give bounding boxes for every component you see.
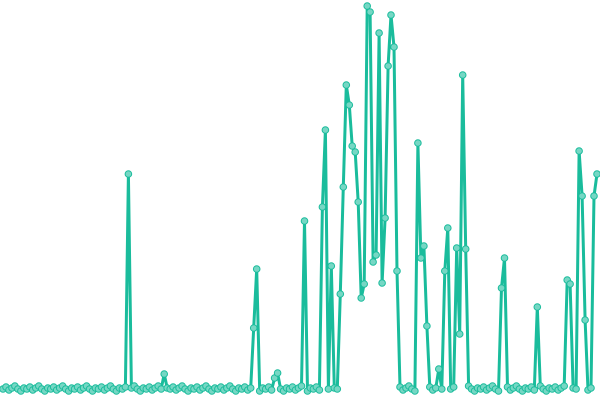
data-point-125	[372, 251, 380, 259]
data-point-179	[533, 303, 542, 311]
data-point-178	[530, 386, 539, 394]
data-point-119	[354, 198, 363, 206]
data-point-108	[321, 126, 330, 134]
data-point-84	[249, 324, 258, 332]
data-point-151	[449, 383, 458, 391]
data-point-152	[452, 244, 461, 252]
data-point-168	[500, 254, 509, 262]
data-point-113	[336, 290, 345, 298]
data-point-85	[252, 265, 261, 273]
data-point-195	[581, 316, 589, 324]
data-point-116	[345, 101, 354, 109]
data-point-114	[339, 183, 348, 191]
data-point-54	[160, 370, 168, 378]
data-point-139	[414, 139, 422, 147]
data-point-131	[390, 43, 398, 51]
data-point-155	[461, 245, 470, 253]
data-point-115	[342, 81, 351, 89]
data-point-92	[273, 369, 282, 377]
data-point-101	[300, 217, 309, 225]
data-point-194	[578, 192, 586, 200]
data-point-148	[441, 267, 449, 275]
data-point-198	[590, 192, 598, 200]
data-point-153	[455, 330, 464, 338]
data-point-141	[420, 242, 428, 250]
data-point-118	[351, 148, 360, 156]
series-line-layer	[2, 4, 599, 393]
data-point-147	[438, 385, 446, 393]
data-point-190	[566, 280, 574, 288]
data-point-140	[417, 254, 425, 262]
data-point-167	[497, 284, 506, 292]
data-point-123	[366, 8, 374, 16]
data-point-124	[369, 258, 377, 266]
data-point-130	[387, 11, 395, 19]
data-point-142	[423, 322, 431, 330]
data-point-132	[393, 267, 401, 275]
data-point-100	[297, 382, 306, 390]
data-point-53	[157, 385, 165, 393]
data-point-193	[575, 147, 583, 155]
data-point-127	[378, 279, 386, 287]
data-point-188	[560, 382, 569, 390]
data-point-199	[593, 170, 600, 178]
data-point-154	[458, 71, 467, 79]
data-point-122	[363, 2, 372, 10]
data-point-106	[315, 386, 324, 394]
data-point-112	[333, 385, 342, 393]
data-point-138	[411, 387, 419, 395]
data-point-166	[494, 387, 503, 395]
data-point-90	[267, 386, 276, 394]
data-point-41	[121, 383, 130, 391]
data-point-121	[360, 280, 369, 288]
data-point-192	[572, 385, 580, 393]
data-point-145	[432, 384, 440, 392]
data-point-126	[375, 29, 383, 37]
data-point-128	[381, 214, 389, 222]
data-point-107	[318, 203, 327, 211]
data-point-146	[435, 365, 443, 373]
data-point-42	[124, 170, 133, 178]
data-point-83	[246, 384, 255, 392]
data-point-149	[444, 224, 452, 232]
series-line	[2, 4, 599, 393]
data-point-197	[587, 384, 595, 392]
data-point-117	[348, 142, 357, 150]
data-point-129	[384, 62, 392, 70]
data-point-120	[357, 294, 366, 302]
data-point-110	[327, 262, 336, 270]
